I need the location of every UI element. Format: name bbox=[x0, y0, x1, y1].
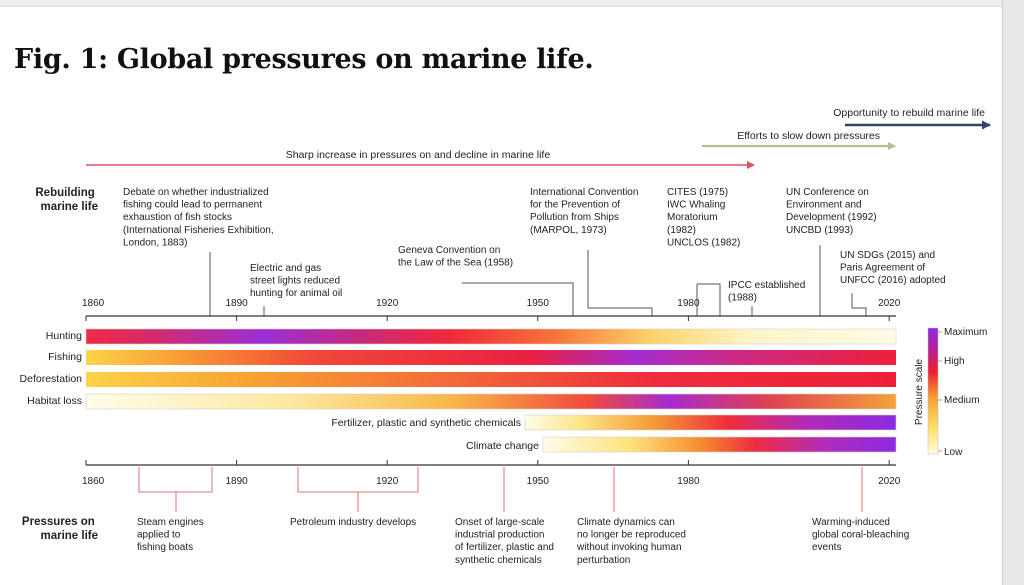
bottom-ticks-label-1980: 1980 bbox=[677, 476, 700, 487]
pressure-bars: Hunting Fishing Deforestation Habitat lo… bbox=[20, 328, 897, 453]
top-ticks-label-1890: 1890 bbox=[225, 298, 248, 309]
label-habitat-loss: Habitat loss bbox=[27, 395, 82, 407]
pressure-scale-legend: Pressure scale Maximum High Medium Low bbox=[914, 327, 987, 458]
top-ticks-label-1920: 1920 bbox=[376, 298, 399, 309]
window-scroll-edge bbox=[1002, 0, 1024, 585]
label-hunting: Hunting bbox=[46, 330, 82, 342]
scale-low: Low bbox=[944, 447, 963, 458]
scale-medium: Medium bbox=[944, 395, 980, 406]
bar-deforestation bbox=[86, 372, 896, 387]
bar-habitat-loss bbox=[85, 393, 897, 410]
top-ticks-label-2020: 2020 bbox=[878, 298, 901, 309]
bottom-ticks-label-1950: 1950 bbox=[527, 476, 550, 487]
figure-title: Fig. 1: Global pressures on marine life. bbox=[14, 44, 594, 75]
event-coral-bleaching: Warming-induced global coral-bleaching e… bbox=[812, 517, 912, 553]
bar-hunting bbox=[85, 328, 897, 345]
bar-chemicals bbox=[524, 414, 897, 431]
pressures-timeline-figure: Opportunity to rebuild marine life Effor… bbox=[20, 107, 991, 566]
bottom-ticks-label-1890: 1890 bbox=[225, 476, 248, 487]
top-ticks-label-1860: 1860 bbox=[82, 298, 105, 309]
label-deforestation: Deforestation bbox=[20, 373, 83, 385]
pressure-scale-title: Pressure scale bbox=[914, 358, 925, 425]
slow-arrow-label: Efforts to slow down pressures bbox=[737, 130, 880, 142]
label-fishing: Fishing bbox=[48, 351, 82, 363]
rebuilding-row-title: Rebuilding marine life bbox=[35, 187, 98, 213]
top-ticks-label-1950: 1950 bbox=[527, 298, 550, 309]
rebuild-arrow-label: Opportunity to rebuild marine life bbox=[833, 107, 985, 119]
label-climate-change: Climate change bbox=[466, 440, 539, 452]
event-marpol: International Convention for the Prevent… bbox=[530, 187, 641, 236]
top-ticks-label-1980: 1980 bbox=[677, 298, 700, 309]
event-geneva: Geneva Convention on the Law of the Sea … bbox=[398, 245, 513, 269]
pressures-row-title: Pressures on marine life bbox=[22, 516, 98, 542]
window-top-edge bbox=[0, 0, 1024, 7]
top-leader-lines bbox=[209, 245, 867, 316]
event-ipcc: IPCC established (1988) bbox=[728, 280, 808, 304]
scale-maximum: Maximum bbox=[944, 327, 987, 338]
event-debate: Debate on whether industrialized fishing… bbox=[123, 187, 276, 248]
event-petroleum: Petroleum industry develops bbox=[290, 517, 416, 528]
event-climate-dynamics: Climate dynamics can no longer be reprod… bbox=[576, 517, 689, 566]
bar-climate-change bbox=[542, 436, 897, 453]
label-chemicals: Fertilizer, plastic and synthetic chemic… bbox=[331, 417, 521, 429]
event-steam-engines: Steam engines applied to fishing boats bbox=[137, 517, 207, 553]
pressure-scale-bar bbox=[927, 327, 939, 455]
event-street-lights: Electric and gas street lights reduced h… bbox=[250, 263, 343, 299]
event-unced: UN Conference on Environment and Develop… bbox=[786, 187, 879, 236]
sharp-arrow-label: Sharp increase in pressures on and decli… bbox=[286, 149, 551, 161]
bottom-ticks-label-1860: 1860 bbox=[82, 476, 105, 487]
event-sdgs: UN SDGs (2015) and Paris Agreement of UN… bbox=[840, 250, 946, 286]
event-cites: CITES (1975) IWC Whaling Moratorium (198… bbox=[667, 187, 740, 248]
scale-high: High bbox=[944, 356, 965, 367]
bottom-ticks-label-2020: 2020 bbox=[878, 476, 901, 487]
event-industrial-production: Onset of large-scale industrial producti… bbox=[455, 517, 557, 566]
bottom-brackets bbox=[138, 467, 863, 512]
top-axis-ticks: 1860 1890 1920 1950 1980 2020 bbox=[82, 298, 901, 321]
bottom-axis-ticks: 1860 1890 1920 1950 1980 2020 bbox=[82, 460, 901, 487]
bar-fishing bbox=[86, 350, 896, 365]
bottom-ticks-label-1920: 1920 bbox=[376, 476, 399, 487]
